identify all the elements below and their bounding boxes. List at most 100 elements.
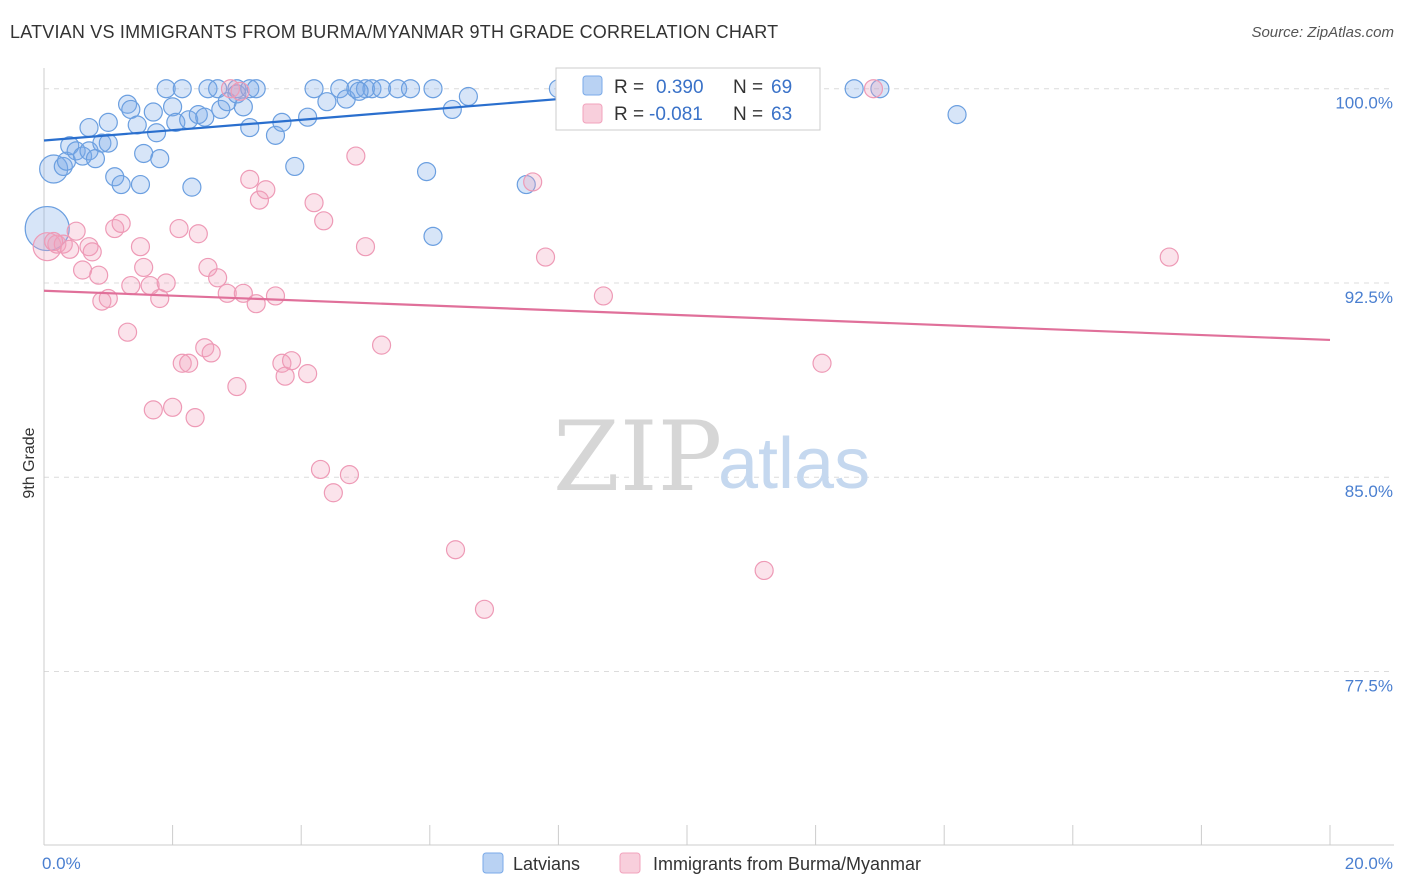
x-tick-label-0: 0.0% [42, 854, 81, 873]
latvian-point-11 [98, 133, 118, 153]
latvian-point-0 [24, 205, 70, 252]
burma-point-28 [198, 257, 218, 278]
legend-r-value-blue: 0.390 [656, 77, 704, 98]
latvian-point-40 [240, 117, 260, 138]
y-tick-labels: 100.0% 92.5% 85.0% 77.5% [1335, 94, 1393, 696]
y-axis-label: 9th Grade [21, 427, 38, 498]
burma-point-4 [66, 221, 86, 241]
watermark: ZIP atlas [553, 401, 870, 513]
latvian-point-23 [156, 79, 176, 99]
latvian-point-39 [246, 79, 266, 99]
burma-point-1 [47, 234, 67, 254]
burma-trend-line [43, 289, 1331, 342]
burma-point-29 [201, 343, 221, 363]
latvian-point-57 [423, 79, 443, 99]
latvian-point-1 [39, 154, 69, 184]
burma-point-36 [240, 169, 260, 189]
latvian-point-30 [195, 107, 215, 127]
latvian-point-68 [349, 81, 369, 101]
burma-point-11 [105, 218, 125, 239]
latvian-point-8 [79, 117, 99, 138]
latvian-point-12 [98, 112, 118, 132]
latvian-point-22 [150, 149, 170, 169]
watermark-atlas: atlas [718, 424, 870, 504]
legend-r-label-pink: R = [614, 104, 644, 125]
latvian-point-24 [163, 97, 183, 117]
latvian-point-45 [304, 79, 324, 99]
burma-point-33 [227, 376, 247, 397]
burma-point-62 [44, 231, 64, 252]
burma-point-23 [172, 353, 192, 373]
bottom-legend-swatch-burma [619, 852, 641, 874]
burma-point-22 [169, 218, 189, 239]
latvian-point-64 [844, 79, 864, 99]
latvian-point-19 [134, 143, 154, 164]
latvian-point-28 [182, 177, 202, 197]
burma-point-37 [246, 294, 266, 314]
burma-point-26 [188, 224, 208, 244]
burma-point-6 [79, 237, 99, 257]
axes [43, 68, 1394, 846]
watermark-zip: ZIP [553, 401, 722, 513]
latvian-point-55 [416, 162, 437, 182]
latvian-point-49 [346, 79, 366, 99]
burma-point-15 [130, 237, 151, 257]
burma-point-52 [371, 335, 392, 355]
burma-point-58 [754, 560, 774, 581]
legend-n-value-pink: 63 [771, 104, 792, 125]
burma-point-56 [535, 247, 556, 267]
legend-n-value-blue: 69 [771, 77, 792, 98]
latvian-point-10 [92, 133, 112, 153]
stats-legend: R = 0.390 N = 69 R = -0.081 N = 63 [555, 67, 821, 131]
burma-point-30 [208, 268, 228, 288]
latvian-point-15 [117, 94, 138, 114]
latvian-point-26 [172, 79, 192, 99]
burma-point-12 [111, 213, 131, 233]
latvian-point-44 [298, 107, 318, 127]
latvian-point-13 [105, 167, 125, 187]
burma-point-13 [117, 322, 138, 342]
latvian-point-58 [442, 99, 462, 120]
burma-point-59 [812, 353, 832, 373]
burma-point-45 [304, 193, 324, 213]
burma-point-21 [163, 397, 183, 417]
y-tick-label-1: 92.5% [1345, 288, 1393, 307]
latvian-point-47 [330, 79, 350, 99]
burma-point-24 [179, 353, 199, 373]
latvian-point-52 [371, 79, 392, 99]
chart-title: LATVIAN VS IMMIGRANTS FROM BURMA/MYANMAR… [10, 22, 779, 42]
burma-point-43 [281, 351, 302, 371]
burma-point-57 [593, 286, 614, 306]
burma-point-31 [217, 283, 237, 303]
burma-point-51 [355, 237, 376, 257]
x-tick-labels: 0.0% 20.0% [42, 854, 1393, 873]
latvian-point-59 [458, 86, 478, 107]
bottom-legend-swatch-latvians [482, 852, 504, 874]
latvian-point-56 [423, 226, 443, 246]
burma-point-48 [323, 483, 343, 503]
burma-point-25 [185, 408, 205, 428]
latvian-point-14 [111, 174, 131, 195]
burma-point-16 [134, 257, 154, 278]
burma-point-38 [249, 190, 270, 210]
burma-point-44 [298, 364, 318, 384]
burma-point-3 [60, 239, 80, 259]
latvian-point-66 [947, 105, 967, 125]
bottom-legend-latvians: Latvians [513, 854, 580, 874]
latvian-point-43 [285, 156, 305, 177]
latvian-point-46 [317, 92, 337, 112]
burma-point-49 [339, 465, 360, 485]
burma-point-8 [89, 265, 109, 285]
legend-n-label-pink: N = [733, 104, 763, 125]
latvian-point-65 [870, 79, 890, 99]
burma-point-55 [523, 172, 543, 192]
chart-source: Source: ZipAtlas.com [1251, 24, 1394, 41]
burma-point-40 [265, 286, 286, 306]
burma-point-61 [1159, 247, 1179, 267]
burma-point-39 [256, 180, 276, 200]
legend-swatch-pink [582, 103, 603, 124]
burma-point-18 [143, 400, 163, 420]
latvian-point-54 [400, 79, 421, 99]
latvian-point-20 [143, 102, 163, 122]
latvian-point-18 [130, 174, 151, 195]
